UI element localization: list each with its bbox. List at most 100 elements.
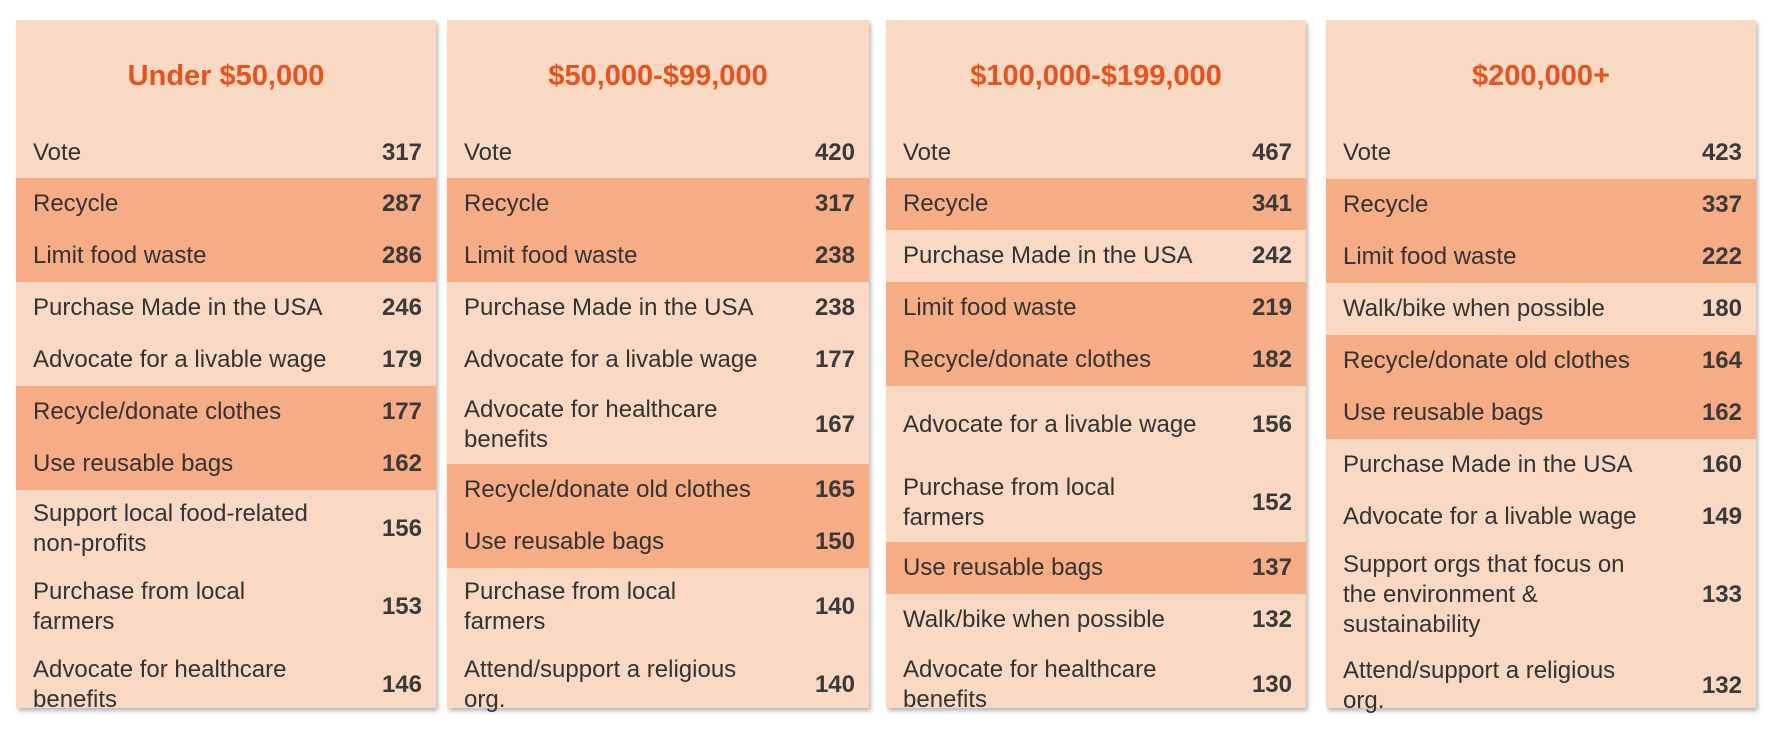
- row-label: Walk/bike when possible: [903, 606, 1165, 633]
- row-value: 156: [381, 515, 422, 542]
- row-value: 132: [1701, 672, 1742, 699]
- row-value: 238: [814, 294, 855, 321]
- row-value: 165: [814, 476, 855, 503]
- row-value: 152: [1251, 489, 1292, 516]
- table-row: Purchase from local farmers 153: [16, 568, 436, 646]
- table-row: Advocate for a livable wage 149: [1326, 491, 1756, 543]
- row-value: 140: [814, 593, 855, 620]
- table-row: Vote 423: [1326, 127, 1756, 179]
- row-label: Purchase Made in the USA: [903, 242, 1193, 269]
- panel-title: $50,000-$99,000: [548, 60, 768, 92]
- row-value: 180: [1701, 295, 1742, 322]
- row-label: Advocate for healthcare benefits: [464, 396, 718, 453]
- row-list: Vote 317 Recycle 287 Limit food waste 286 Purc…: [16, 127, 436, 724]
- row-list: Vote 420 Recycle 317 Limit food waste 238 Purc…: [447, 127, 869, 724]
- table-row: Vote 467: [886, 127, 1306, 178]
- table-row: Purchase from local farmers 140: [447, 568, 869, 646]
- row-value: 160: [1701, 451, 1742, 478]
- table-row: Walk/bike when possible 180: [1326, 283, 1756, 335]
- row-label: Advocate for a livable wage: [903, 411, 1197, 438]
- table-row: Limit food waste 222: [1326, 231, 1756, 283]
- table-row: Limit food waste 219: [886, 282, 1306, 334]
- row-label: Recycle/donate old clothes: [1343, 347, 1630, 374]
- row-label: Walk/bike when possible: [1343, 295, 1605, 322]
- row-label: Recycle: [33, 190, 119, 217]
- row-label: Purchase Made in the USA: [33, 294, 323, 321]
- row-value: 179: [381, 346, 422, 373]
- row-label: Purchase Made in the USA: [1343, 451, 1633, 478]
- table-row: Recycle/donate old clothes 165: [447, 464, 869, 516]
- table-row: Use reusable bags 162: [1326, 387, 1756, 439]
- row-label: Advocate for a livable wage: [464, 346, 758, 373]
- panel-200k-plus: $200,000+ Vote 423 Recycle 337 Limit food wa…: [1326, 20, 1756, 714]
- row-value: 420: [814, 138, 855, 166]
- row-value: 286: [381, 242, 422, 269]
- row-value: 140: [814, 671, 855, 698]
- row-label: Purchase from local farmers: [903, 474, 1116, 531]
- row-label: Vote: [1343, 139, 1392, 166]
- row-label: Support orgs that focus on the environme…: [1343, 551, 1625, 638]
- row-value: 132: [1251, 606, 1292, 633]
- table-row: Recycle 341: [886, 178, 1306, 230]
- table-row: Attend/support a religious org. 132: [1326, 647, 1756, 725]
- table-row: Recycle 337: [1326, 179, 1756, 231]
- panel-title: Under $50,000: [127, 60, 325, 92]
- table-row: Purchase Made in the USA 246: [16, 282, 436, 334]
- row-label: Advocate for a livable wage: [33, 346, 327, 373]
- row-label: Limit food waste: [33, 242, 207, 269]
- row-label: Recycle: [903, 190, 989, 217]
- row-label: Recycle/donate clothes: [33, 398, 282, 425]
- table-row: Advocate for healthcare benefits 167: [447, 386, 869, 464]
- row-label: Use reusable bags: [1343, 399, 1544, 426]
- row-value: 177: [814, 346, 855, 373]
- row-list: Vote 467 Recycle 341 Purchase Made in the US…: [886, 127, 1306, 724]
- row-value: 238: [814, 242, 855, 269]
- row-list: Vote 423 Recycle 337 Limit food waste 222 Walk…: [1326, 127, 1756, 725]
- row-value: 133: [1701, 581, 1742, 608]
- table-row: Limit food waste 286: [16, 230, 436, 282]
- row-label: Purchase Made in the USA: [464, 294, 754, 321]
- panel-50k-99k: $50,000-$99,000 Vote 420 Recycle 317 Limit f…: [447, 20, 869, 713]
- table-row: Walk/bike when possible 132: [886, 594, 1306, 646]
- row-value: 317: [381, 138, 422, 166]
- row-label: Attend/support a religious org.: [464, 656, 737, 713]
- row-label: Use reusable bags: [33, 450, 234, 477]
- row-label: Support local food-related non-profits: [33, 500, 308, 557]
- table-row: Use reusable bags 137: [886, 542, 1306, 594]
- row-value: 156: [1251, 411, 1292, 438]
- row-label: Vote: [903, 138, 952, 166]
- row-value: 287: [381, 190, 422, 217]
- table-row: Purchase Made in the USA 160: [1326, 439, 1756, 491]
- row-value: 246: [381, 294, 422, 321]
- row-label: Purchase from local farmers: [464, 578, 677, 635]
- row-label: Limit food waste: [1343, 243, 1517, 270]
- panel-under-50k: Under $50,000 Vote 317 Recycle 287 Limit foo…: [16, 20, 436, 713]
- row-value: 222: [1701, 243, 1742, 270]
- table-row: Purchase Made in the USA 238: [447, 282, 869, 334]
- row-label: Use reusable bags: [464, 528, 665, 555]
- row-value: 219: [1251, 294, 1292, 321]
- row-label: Vote: [33, 138, 82, 166]
- table-row: Advocate for a livable wage 177: [447, 334, 869, 386]
- table-row: Advocate for healthcare benefits 130: [886, 646, 1306, 724]
- row-value: 130: [1251, 671, 1292, 698]
- row-value: 150: [814, 528, 855, 555]
- row-label: Recycle/donate old clothes: [464, 476, 751, 503]
- row-label: Vote: [464, 138, 513, 166]
- row-label: Recycle/donate clothes: [903, 346, 1152, 373]
- row-value: 242: [1251, 242, 1292, 269]
- table-row: Recycle 317: [447, 178, 869, 230]
- table-row: Vote 420: [447, 127, 869, 178]
- row-value: 167: [814, 411, 855, 438]
- row-value: 153: [381, 593, 422, 620]
- panel-title: $100,000-$199,000: [970, 60, 1222, 92]
- row-label: Recycle: [464, 190, 550, 217]
- row-value: 137: [1251, 554, 1292, 581]
- table-row: Attend/support a religious org. 140: [447, 646, 869, 724]
- row-label: Advocate for healthcare benefits: [903, 656, 1157, 713]
- panel-title: $200,000+: [1472, 60, 1610, 92]
- row-label: Limit food waste: [464, 242, 638, 269]
- table-row: Use reusable bags 162: [16, 438, 436, 490]
- row-value: 467: [1251, 138, 1292, 166]
